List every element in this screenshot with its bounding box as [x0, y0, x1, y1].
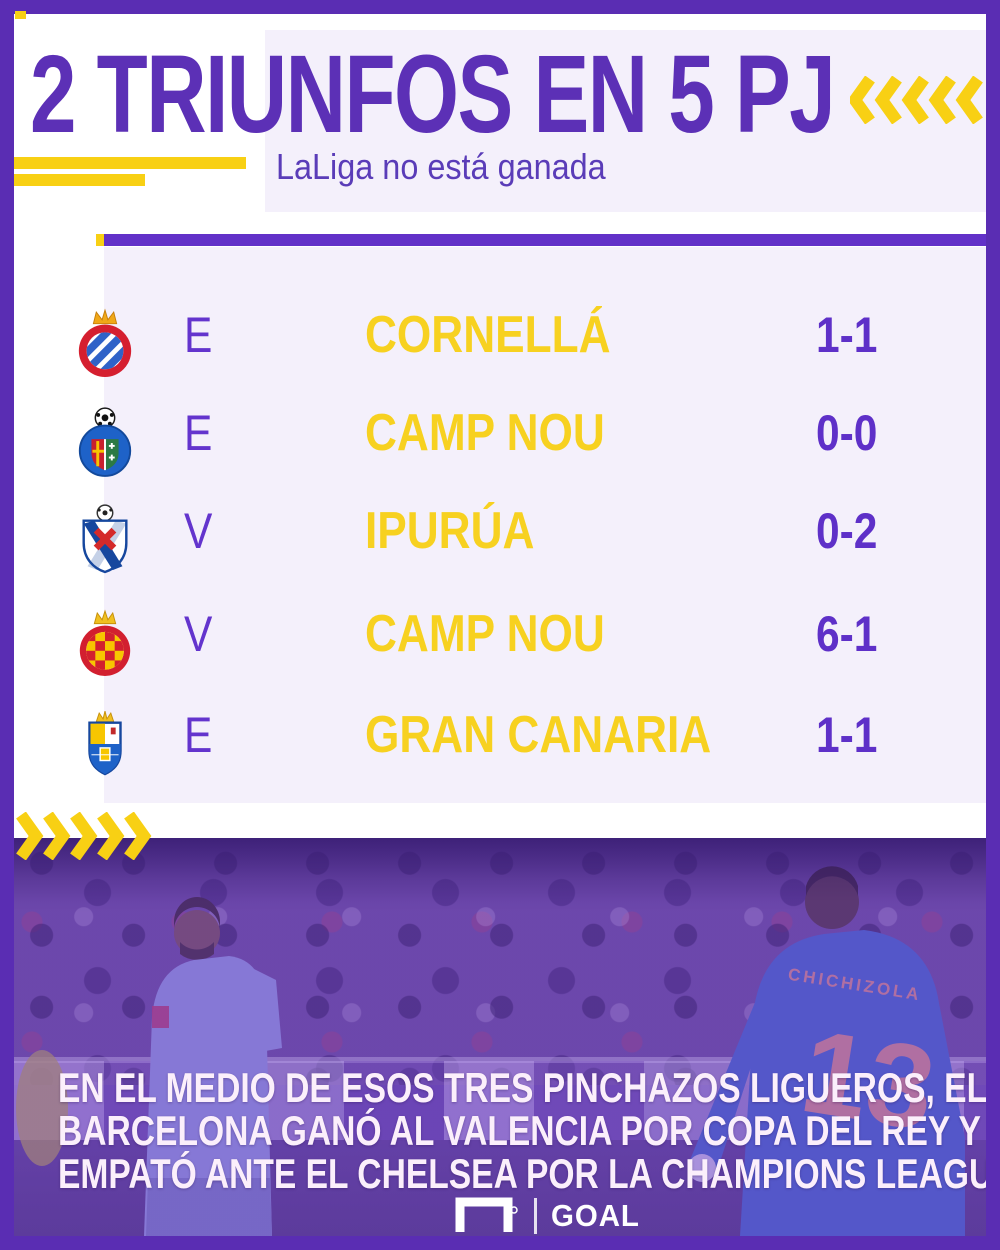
brand-separator — [534, 1197, 537, 1234]
match-photo: CHICHIZOLA 13 — [14, 838, 986, 1236]
yellow-accent-bar — [14, 174, 145, 186]
table-row: E CAMP NOU 0-0 — [60, 403, 940, 483]
score-value: 1-1 — [816, 307, 878, 363]
brand-name: GOAL — [551, 1197, 640, 1233]
espanyol-crest-icon — [74, 307, 136, 383]
result-letter: V — [184, 503, 213, 559]
caption-line: EN EL MEDIO DE ESOS TRES PINCHAZOS LIGUE… — [58, 1064, 988, 1111]
caption-line: BARCELONA GANÓ AL VALENCIA POR COPA DEL … — [58, 1107, 981, 1154]
yellow-accent-bar — [14, 157, 246, 169]
brand-lockup: GOAL — [452, 1194, 645, 1237]
las-palmas-crest-icon — [74, 707, 136, 783]
result-letter: E — [184, 307, 213, 363]
purple-overlay — [14, 838, 986, 1236]
page-subtitle: LaLiga no está ganada — [276, 146, 606, 187]
score-value: 0-2 — [816, 503, 878, 559]
venue-label: CORNELLÁ — [365, 306, 611, 364]
goal-frame-icon — [452, 1194, 520, 1237]
venue-label: CAMP NOU — [365, 404, 605, 462]
results-panel — [104, 247, 986, 803]
table-row: V CAMP NOU 6-1 — [60, 604, 940, 684]
girona-crest-icon — [74, 606, 136, 682]
score-value: 0-0 — [816, 405, 878, 461]
table-row: V IPURÚA 0-2 — [60, 501, 940, 581]
result-letter: E — [184, 405, 213, 461]
result-letter: V — [184, 606, 213, 662]
eibar-crest-icon — [74, 503, 136, 579]
divider-bar — [104, 234, 986, 246]
page-title: 2 TRIUNFOS EN 5 PJ — [30, 33, 836, 156]
venue-label: CAMP NOU — [365, 605, 605, 663]
table-row: E GRAN CANARIA 1-1 — [60, 705, 940, 785]
result-letter: E — [184, 707, 213, 763]
score-value: 1-1 — [816, 707, 878, 763]
score-value: 6-1 — [816, 606, 878, 662]
venue-label: GRAN CANARIA — [365, 706, 712, 764]
corner-accent — [15, 11, 26, 19]
chevrons-left-icon — [847, 75, 986, 129]
caption-line: EMPATÓ ANTE EL CHELSEA POR LA CHAMPIONS … — [58, 1150, 1000, 1197]
getafe-crest-icon — [74, 405, 136, 481]
venue-label: IPURÚA — [365, 502, 535, 560]
chevrons-right-icon — [16, 811, 156, 865]
table-row: E CORNELLÁ 1-1 — [60, 305, 940, 385]
divider-yellow-cap — [96, 234, 104, 246]
caption-block: EN EL MEDIO DE ESOS TRES PINCHAZOS LIGUE… — [58, 1066, 1000, 1195]
